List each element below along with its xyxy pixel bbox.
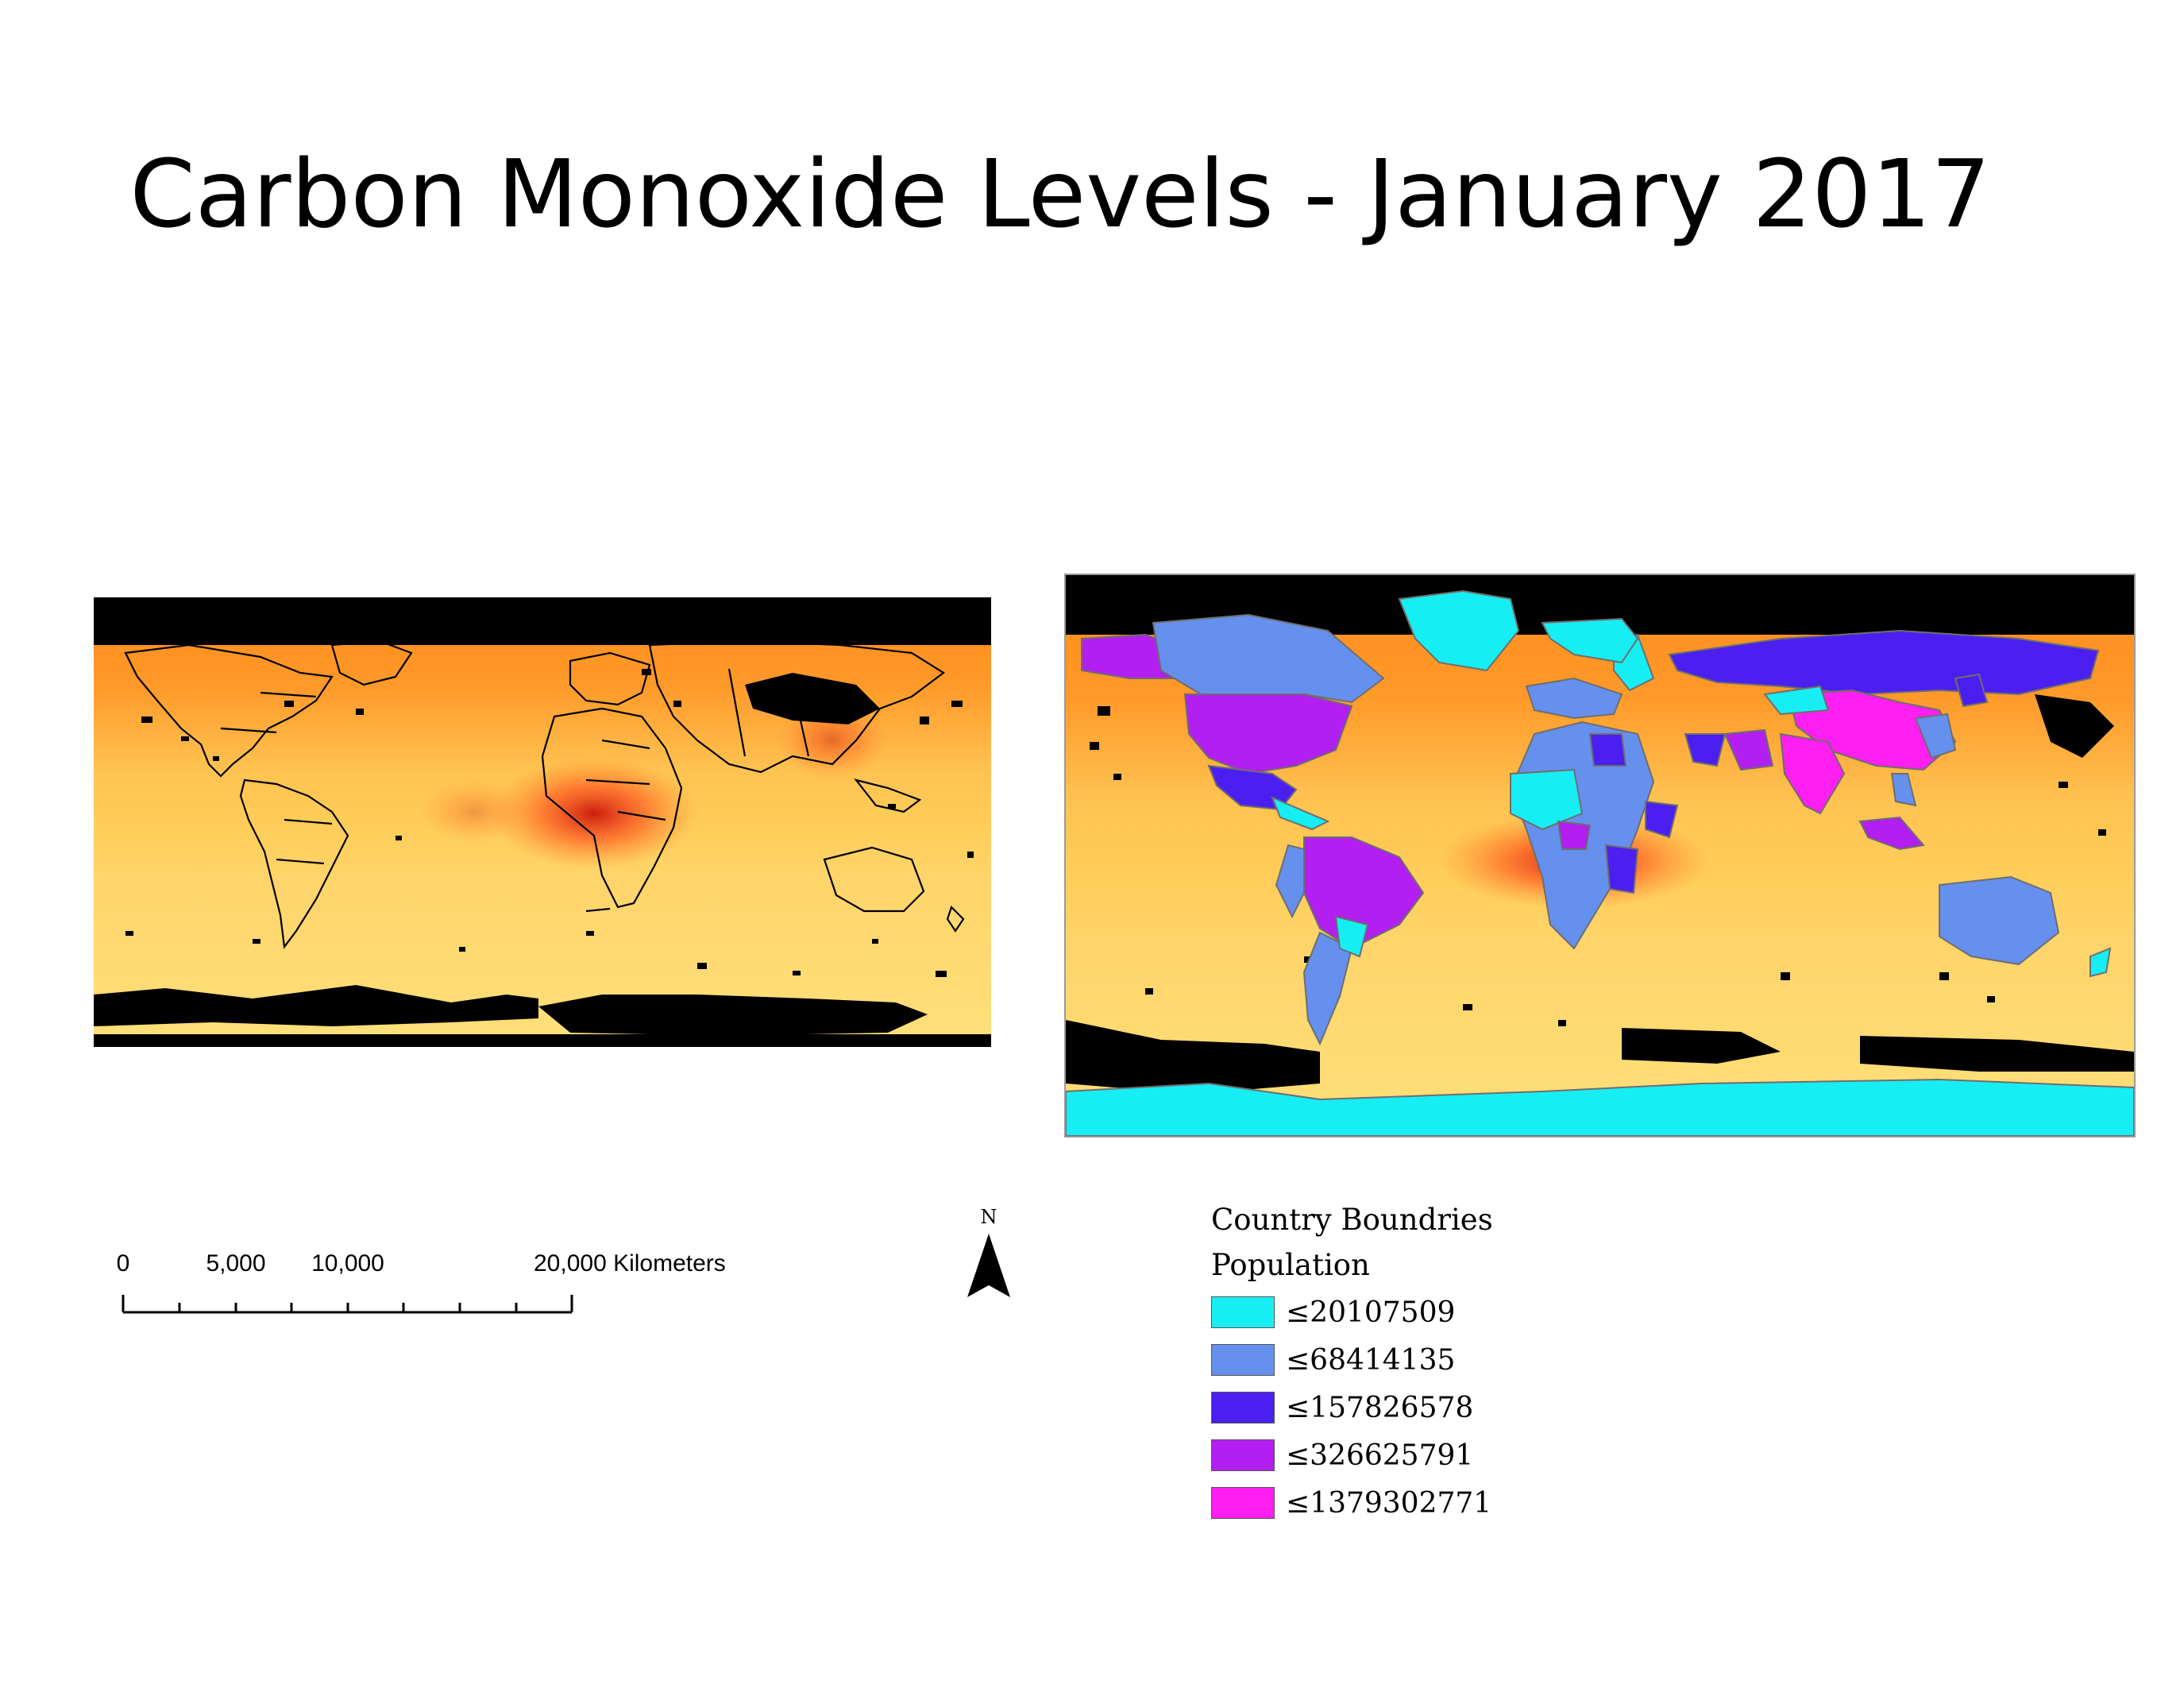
antarctica-no-data — [538, 995, 928, 1036]
north-label: N — [980, 1206, 997, 1228]
north-arrow-icon — [967, 1234, 1010, 1297]
co-population-map[interactable] — [1064, 574, 2136, 1138]
legend-swatch — [1211, 1296, 1275, 1328]
legend-label: ≤157826578 — [1286, 1391, 1474, 1424]
legend-label: ≤1379302771 — [1286, 1486, 1492, 1520]
no-data-north-pacific — [2035, 694, 2114, 758]
no-data-southern-ocean — [94, 985, 538, 1026]
legend-label: ≤68414135 — [1286, 1343, 1456, 1377]
legend-swatch — [1211, 1344, 1275, 1376]
scale-bar: 0 5,000 10,000 20,000 Kilometers — [95, 1239, 810, 1335]
legend-row: ≤20107509 — [1211, 1288, 1688, 1336]
map-title: Carbon Monoxide Levels - January 2017 — [129, 139, 1991, 249]
legend-row: ≤326625791 — [1211, 1431, 1688, 1479]
scale-tick-5000: 5,000 — [206, 1250, 265, 1277]
co-outline-map[interactable] — [94, 597, 991, 1047]
no-data-southern-ocean-east — [1860, 1036, 2134, 1072]
legend-label: ≤326625791 — [1286, 1439, 1474, 1472]
scattered-no-data — [125, 669, 974, 977]
co-outline-map-svg — [94, 597, 991, 1047]
legend-row: ≤68414135 — [1211, 1336, 1688, 1384]
no-data-southern-ocean-west — [1066, 1020, 1320, 1091]
legend-swatch — [1211, 1439, 1275, 1471]
scale-tick-20000: 20,000 Kilometers — [534, 1250, 726, 1277]
no-data-north — [94, 597, 991, 645]
co-hotspot-atlantic — [419, 780, 531, 844]
no-data-south-band — [94, 1034, 991, 1047]
co-population-map-svg — [1066, 575, 2134, 1136]
no-data-tibet — [745, 673, 880, 724]
country-outlines — [124, 639, 965, 949]
legend-layer-name: Country Boundries — [1211, 1203, 1493, 1237]
no-data-southern-ocean-mid — [1622, 1028, 1781, 1064]
legend-swatch — [1211, 1487, 1275, 1519]
legend-label: ≤20107509 — [1286, 1296, 1456, 1329]
scattered-no-data — [1090, 706, 2108, 1026]
population-countries — [1066, 589, 2134, 1136]
legend-row: ≤1379302771 — [1211, 1479, 1688, 1527]
scale-tick-0: 0 — [117, 1250, 130, 1277]
north-arrow: N — [961, 1206, 1017, 1309]
scale-tick-10000: 10,000 — [311, 1250, 384, 1277]
legend: Country Boundries Population ≤20107509 ≤… — [1211, 1198, 1688, 1527]
legend-swatch — [1211, 1392, 1275, 1423]
scale-bar-line — [122, 1295, 573, 1314]
legend-row: ≤157826578 — [1211, 1384, 1688, 1431]
legend-field-name: Population — [1211, 1248, 1370, 1282]
co-hotspot-africa — [491, 758, 697, 869]
scale-bar-graphic: 0 5,000 10,000 20,000 Kilometers — [117, 1250, 726, 1314]
